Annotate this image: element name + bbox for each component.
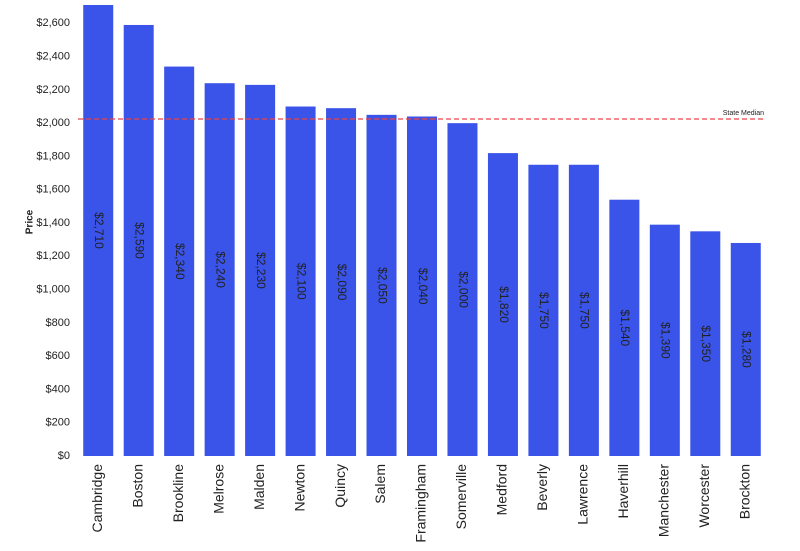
y-tick-label: $1,000 [36, 283, 70, 295]
y-tick-label: $2,400 [36, 50, 70, 62]
y-tick-label: $600 [46, 350, 70, 362]
bar [447, 123, 478, 456]
bar [245, 84, 276, 456]
y-tick-label: $2,200 [36, 84, 70, 96]
bar [730, 242, 761, 456]
value-label: $2,100 [294, 263, 308, 300]
y-tick-label: $1,600 [36, 184, 70, 196]
value-label: $2,050 [375, 267, 389, 304]
value-label: $2,240 [213, 251, 227, 288]
value-label: $2,090 [335, 264, 349, 301]
bar [123, 24, 154, 457]
bar [568, 164, 599, 456]
bar [528, 164, 559, 456]
value-label: $1,820 [497, 286, 511, 323]
value-label: $2,590 [133, 222, 147, 259]
bar [649, 224, 680, 456]
bar [609, 199, 640, 457]
value-label: $2,000 [456, 271, 470, 308]
y-tick-label: $800 [46, 317, 70, 329]
value-label: $2,040 [416, 268, 430, 305]
y-tick-label: $2,000 [36, 117, 70, 129]
y-tick-label: $200 [46, 417, 70, 429]
value-label: $2,340 [173, 243, 187, 280]
bar [285, 106, 316, 456]
y-tick-label: $0 [58, 450, 70, 462]
x-tick-label: Salem [372, 464, 388, 504]
x-tick-label: Manchester [656, 464, 672, 537]
y-axis-label: Price [25, 209, 36, 234]
bar [326, 108, 357, 457]
bar [366, 114, 397, 456]
x-tick-label: Somerville [453, 464, 469, 530]
value-label: $2,710 [92, 212, 106, 249]
x-tick-label: Malden [251, 464, 267, 510]
value-label: $1,750 [578, 292, 592, 329]
x-tick-label: Framingham [413, 464, 429, 543]
bar [407, 116, 437, 457]
x-tick-label: Brookline [170, 464, 186, 523]
x-tick-label: Brockton [736, 464, 752, 519]
value-label: $1,540 [618, 310, 632, 347]
x-tick-label: Melrose [210, 464, 226, 514]
reference-label: State Median [723, 110, 764, 117]
x-tick-label: Lawrence [575, 464, 591, 525]
value-label: $2,230 [254, 252, 268, 289]
x-tick-label: Medford [494, 464, 510, 515]
x-tick-label: Beverly [534, 464, 550, 511]
value-label: $1,350 [699, 325, 713, 362]
x-tick-label: Cambridge [89, 464, 105, 533]
x-tick-label: Boston [129, 464, 145, 508]
x-tick-label: Worcester [696, 464, 712, 528]
y-tick-label: $1,400 [36, 217, 70, 229]
bar [83, 4, 114, 456]
value-label: $1,280 [740, 331, 754, 368]
bar [690, 231, 721, 456]
x-tick-label: Newton [291, 464, 307, 511]
y-tick-label: $2,600 [36, 17, 70, 29]
x-tick-label: Quincy [332, 464, 348, 508]
bar [487, 153, 518, 456]
y-tick-label: $1,800 [36, 150, 70, 162]
y-tick-label: $1,200 [36, 250, 70, 262]
bar [164, 66, 195, 457]
value-label: $1,750 [537, 292, 551, 329]
y-tick-label: $400 [46, 383, 70, 395]
x-tick-label: Haverhill [615, 464, 631, 518]
bar [204, 83, 235, 457]
value-label: $1,390 [659, 322, 673, 359]
